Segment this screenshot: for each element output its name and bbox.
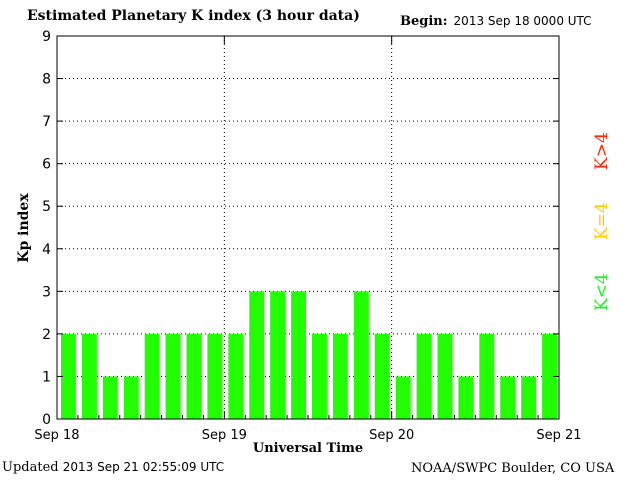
kp-bar	[81, 333, 97, 419]
kp-bar	[395, 376, 411, 419]
chart-title: Estimated Planetary K index (3 hour data…	[27, 8, 360, 24]
y-tick-label: 3	[42, 284, 51, 300]
x-tick-label: Sep 20	[369, 428, 414, 443]
kp-bar	[249, 291, 265, 419]
x-axis: Sep 18 Sep 19 Sep 20 Sep 21	[34, 36, 582, 443]
y-axis-label: Kp index	[16, 193, 32, 263]
y-tick-label: 0	[42, 412, 51, 428]
x-axis-label: Universal Time	[253, 441, 363, 456]
kp-bar	[374, 333, 390, 419]
y-tick-label: 6	[42, 157, 51, 173]
kp-bar	[353, 291, 369, 419]
y-tick-label: 9	[42, 29, 51, 45]
y-tick-label: 7	[42, 114, 51, 130]
bars	[61, 291, 557, 419]
kp-bar	[228, 333, 244, 419]
kp-bar	[479, 333, 495, 419]
kp-bar	[416, 333, 432, 419]
legend-k-less-4: K<4	[592, 273, 612, 311]
kp-bar	[144, 333, 160, 419]
y-axis: 0 1 2 3 4 5 6 7 8 9	[42, 29, 559, 428]
legend-k-equal-4: K=4	[592, 202, 612, 240]
begin-label: Begin:	[400, 14, 448, 29]
y-tick-label: 4	[42, 242, 51, 258]
kp-bar	[332, 333, 348, 419]
kp-bar	[312, 333, 327, 419]
kp-bar	[521, 376, 537, 419]
begin-value: 2013 Sep 18 0000 UTC	[453, 14, 592, 28]
kp-bar	[102, 376, 118, 419]
updated-label: Updated	[2, 460, 59, 475]
updated-value: 2013 Sep 21 02:55:09 UTC	[62, 460, 225, 474]
kp-bar	[61, 333, 76, 419]
x-tick-label: Sep 21	[536, 428, 581, 443]
kp-bar	[165, 333, 181, 419]
kp-bar	[542, 333, 557, 419]
kp-bar	[123, 376, 139, 419]
kp-bar	[500, 376, 516, 419]
y-tick-label: 5	[42, 199, 51, 215]
legend-k-greater-4: K>4	[592, 132, 612, 170]
source-credit: NOAA/SWPC Boulder, CO USA	[411, 461, 615, 476]
y-tick-label: 2	[42, 327, 51, 343]
kp-bar	[458, 376, 474, 419]
kp-bar	[270, 291, 286, 419]
y-tick-label: 1	[42, 369, 51, 385]
kp-bar	[437, 333, 453, 419]
y-tick-label: 8	[42, 72, 51, 88]
kp-bar	[207, 333, 223, 419]
kp-bar	[291, 291, 306, 419]
x-tick-label: Sep 19	[202, 428, 247, 443]
begin-time: Begin: 2013 Sep 18 0000 UTC	[400, 14, 592, 29]
kp-bar	[186, 333, 202, 419]
updated-stamp: Updated 2013 Sep 21 02:55:09 UTC	[2, 460, 224, 475]
x-tick-label: Sep 18	[34, 428, 79, 443]
